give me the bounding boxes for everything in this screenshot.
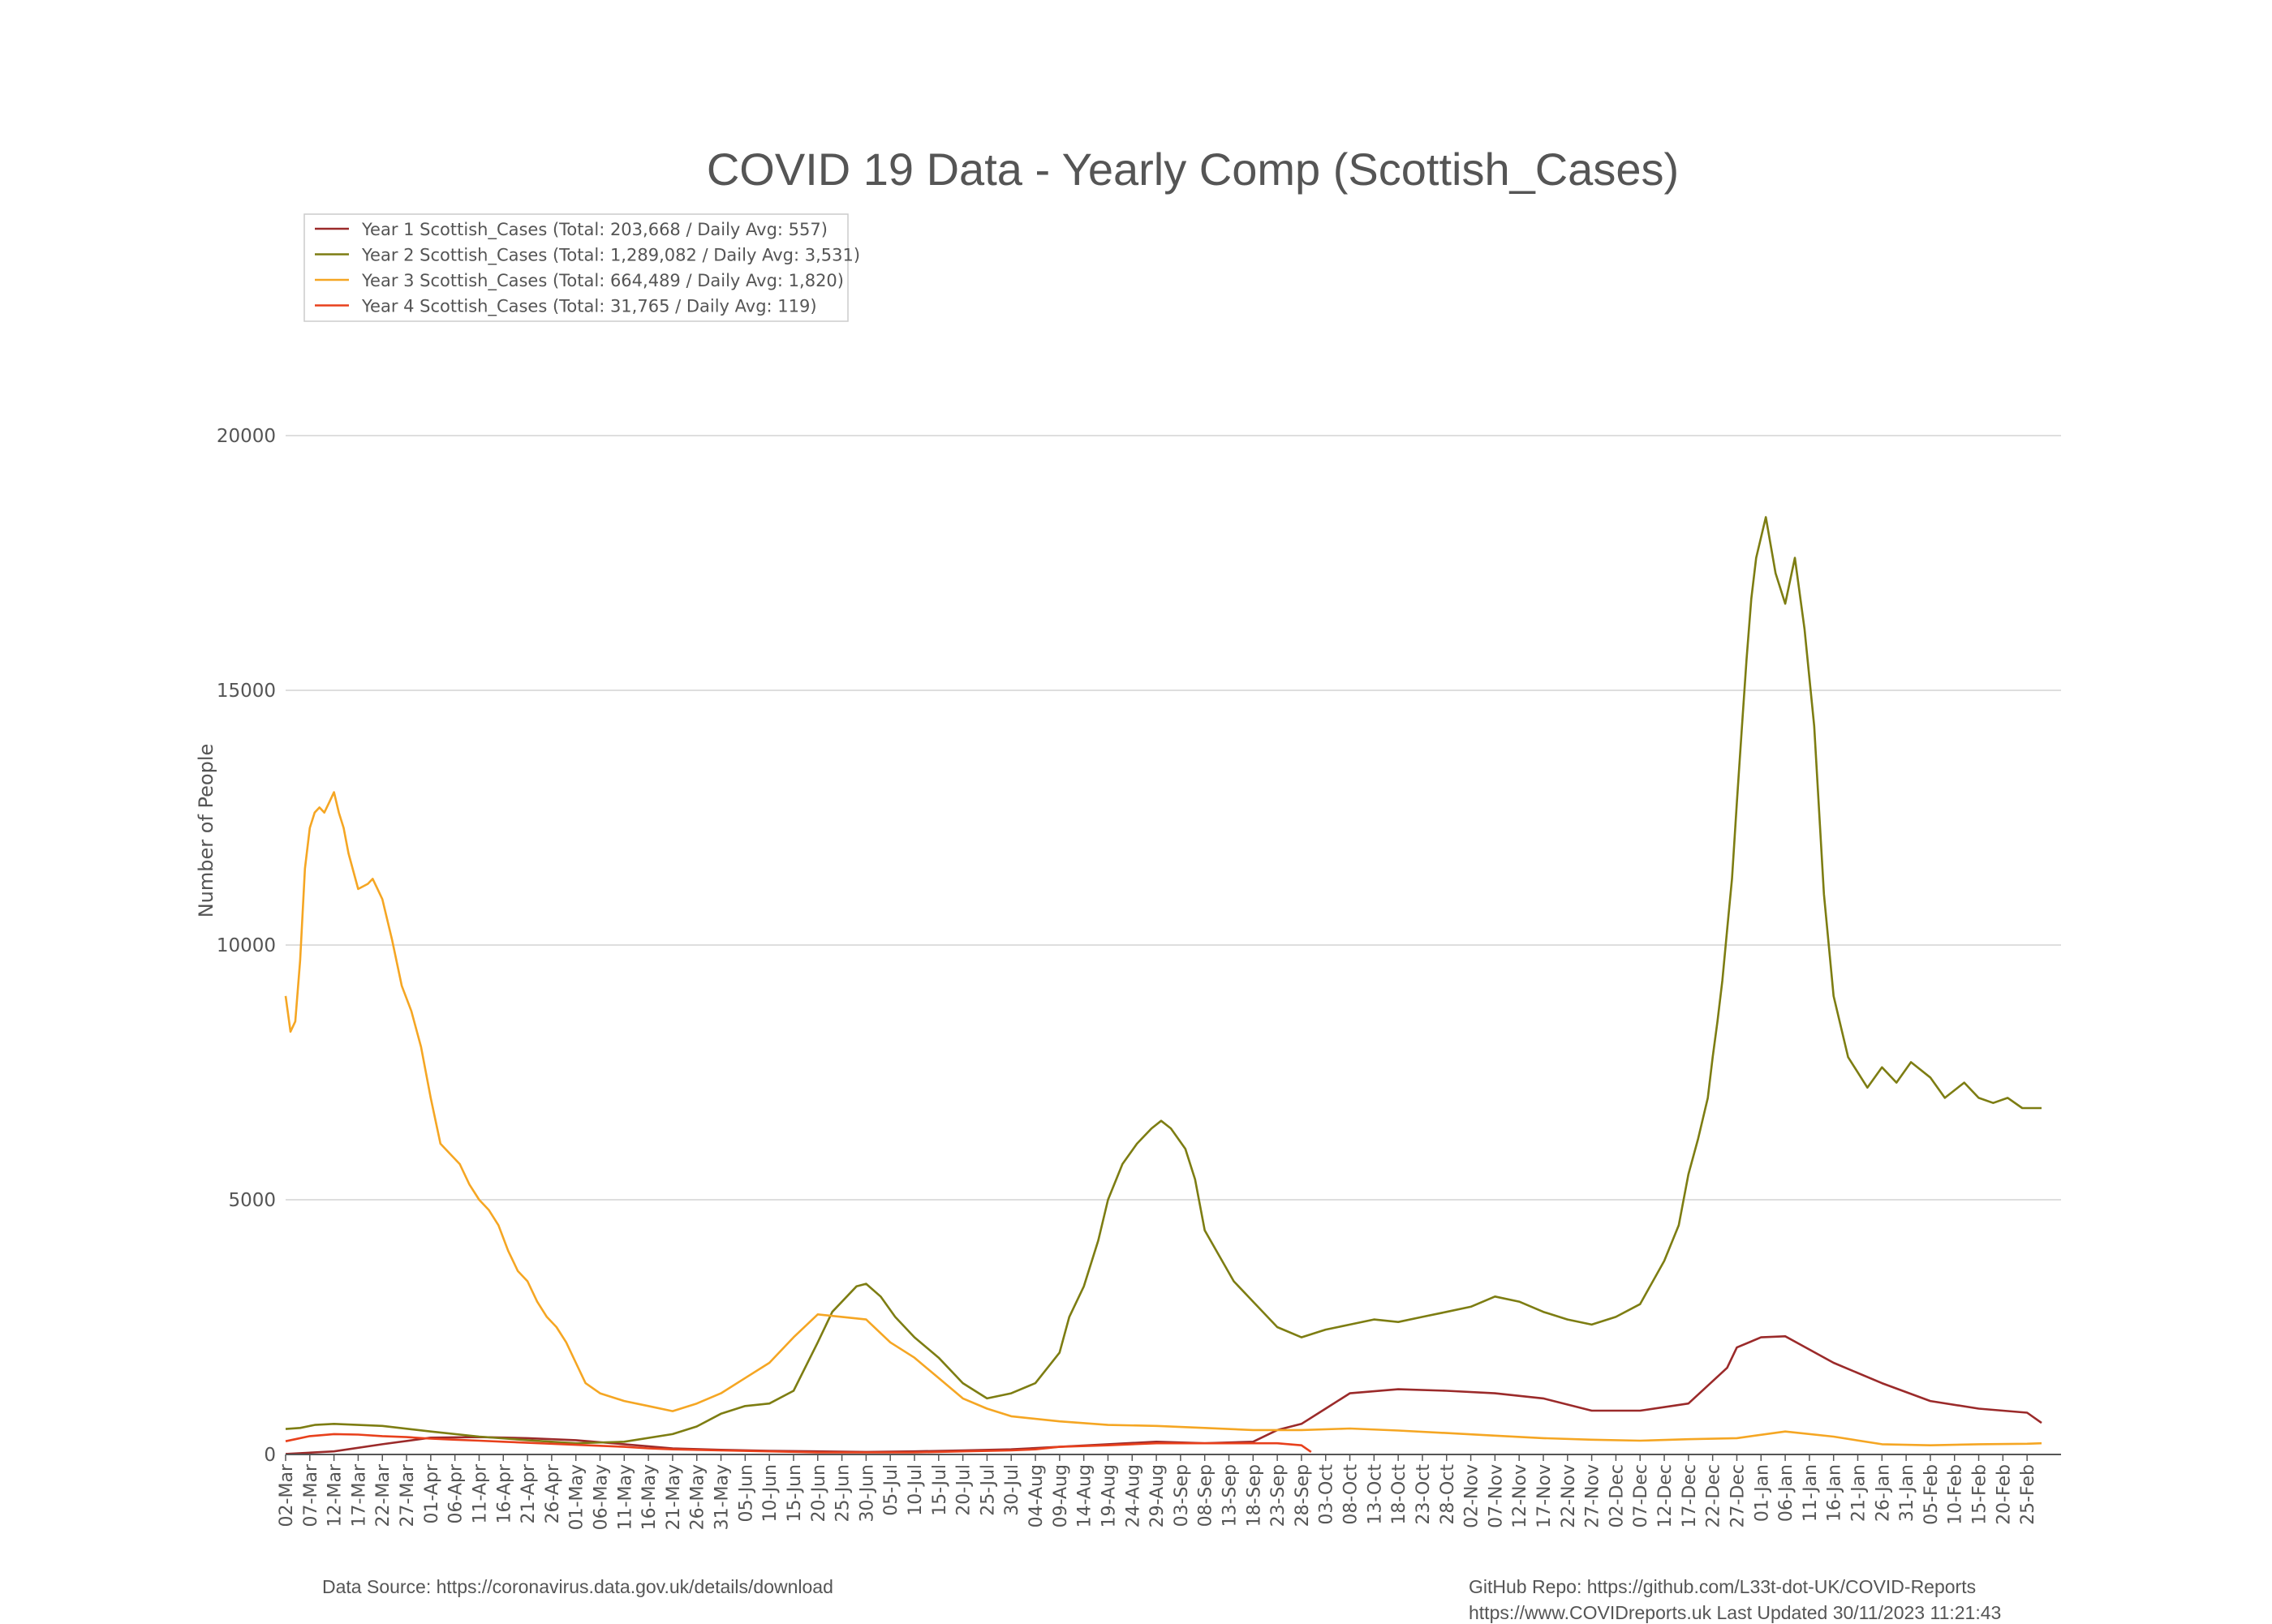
- x-tick-label: 27-Nov: [1583, 1464, 1603, 1528]
- x-tick-label: 23-Sep: [1268, 1464, 1289, 1527]
- x-tick-label: 05-Feb: [1921, 1464, 1942, 1525]
- x-tick-label: 06-Jan: [1776, 1464, 1797, 1522]
- y-tick-label: 5000: [228, 1190, 276, 1211]
- x-tick-label: 21-Jan: [1849, 1464, 1870, 1522]
- x-tick-label: 06-May: [592, 1464, 612, 1530]
- x-tick-label: 22-Mar: [373, 1463, 394, 1527]
- x-tick-label: 15-Feb: [1970, 1464, 1990, 1525]
- legend-entry: Year 3 Scottish_Cases (Total: 664,489 / …: [361, 271, 844, 291]
- legend-entry: Year 2 Scottish_Cases (Total: 1,289,082 …: [361, 246, 860, 266]
- x-tick-label: 17-Mar: [349, 1463, 369, 1527]
- x-tick-label: 12-Mar: [325, 1463, 346, 1527]
- x-tick-label: 25-Jul: [978, 1464, 998, 1516]
- x-tick-label: 05-Jun: [736, 1464, 756, 1523]
- x-tick-label: 14-Aug: [1075, 1464, 1095, 1527]
- x-tick-label: 03-Sep: [1172, 1464, 1192, 1527]
- y-tick-label: 20000: [217, 426, 276, 447]
- x-tick-label: 20-Feb: [1994, 1464, 2014, 1525]
- x-tick-label: 26-May: [688, 1464, 708, 1530]
- x-tick-label: 18-Oct: [1389, 1464, 1409, 1525]
- x-tick-label: 20-Jul: [954, 1464, 975, 1516]
- x-tick-label: 25-Feb: [2018, 1464, 2038, 1525]
- x-tick-label: 29-Aug: [1147, 1464, 1168, 1527]
- x-tick-label: 12-Dec: [1655, 1464, 1676, 1528]
- x-tick-label: 01-Jan: [1752, 1464, 1772, 1522]
- x-tick-label: 02-Dec: [1607, 1464, 1627, 1528]
- site-updated-note: https://www.COVIDreports.uk Last Updated…: [1469, 1602, 2002, 1623]
- legend-box: [303, 213, 849, 322]
- x-tick-label: 30-Jul: [1002, 1464, 1022, 1516]
- x-tick-label: 02-Nov: [1462, 1464, 1482, 1528]
- x-tick-label: 15-Jun: [785, 1464, 805, 1523]
- x-tick-label: 10-Jun: [760, 1464, 781, 1523]
- x-tick-label: 26-Apr: [543, 1463, 563, 1523]
- y-axis-label: Number of People: [195, 744, 217, 918]
- series-line-year-1: [285, 1335, 2042, 1455]
- x-tick-label: 15-Jul: [930, 1464, 950, 1516]
- x-tick-label: 07-Mar: [301, 1463, 321, 1527]
- series-line-year-3: [284, 791, 2042, 1446]
- x-tick-label: 10-Jul: [906, 1464, 926, 1516]
- x-tick-label: 10-Feb: [1946, 1464, 1966, 1525]
- x-tick-label: 26-Jan: [1873, 1464, 1893, 1522]
- x-tick-label: 01-Apr: [422, 1463, 442, 1523]
- x-tick-label: 27-Mar: [398, 1463, 418, 1527]
- x-tick-label: 11-May: [615, 1464, 635, 1530]
- x-tick-label: 07-Dec: [1631, 1464, 1651, 1528]
- y-tick-label: 0: [264, 1445, 276, 1466]
- series-line-year-2: [285, 516, 2042, 1445]
- github-repo-note: GitHub Repo: https://github.com/L33t-dot…: [1469, 1576, 1977, 1597]
- x-tick-label: 28-Sep: [1293, 1464, 1313, 1527]
- x-tick-label: 09-Aug: [1051, 1464, 1071, 1527]
- x-tick-label: 23-Oct: [1414, 1464, 1434, 1525]
- x-tick-label: 11-Apr: [471, 1463, 491, 1523]
- x-tick-label: 18-Sep: [1244, 1464, 1264, 1527]
- x-tick-label: 31-Jan: [1897, 1464, 1917, 1522]
- x-tick-label: 28-Oct: [1438, 1464, 1458, 1525]
- x-tick-label: 21-Apr: [519, 1463, 539, 1523]
- x-tick-label: 08-Sep: [1196, 1464, 1216, 1527]
- x-tick-label: 03-Oct: [1317, 1464, 1337, 1525]
- x-tick-label: 24-Aug: [1123, 1464, 1143, 1527]
- x-tick-label: 17-Dec: [1680, 1464, 1700, 1528]
- x-tick-label: 02-Mar: [277, 1463, 297, 1527]
- y-tick-label: 15000: [217, 681, 276, 702]
- y-tick-label: 10000: [217, 935, 276, 956]
- x-tick-label: 01-May: [567, 1464, 587, 1530]
- x-tick-label: 08-Oct: [1341, 1464, 1362, 1525]
- x-axis: 02-Mar 07-Mar 12-Mar 17-Mar 22-Mar 27-Mar 01-A…: [277, 1454, 2061, 1530]
- series-lines: [284, 516, 2042, 1455]
- x-tick-label: 22-Nov: [1559, 1464, 1579, 1528]
- x-tick-label: 22-Dec: [1704, 1464, 1724, 1528]
- x-tick-label: 16-Jan: [1825, 1464, 1845, 1522]
- x-tick-label: 31-May: [712, 1464, 733, 1530]
- x-tick-label: 30-Jun: [857, 1464, 877, 1523]
- legend-entry: Year 4 Scottish_Cases (Total: 31,765 / D…: [361, 297, 817, 317]
- series-line-year-4: [285, 1433, 1312, 1454]
- x-tick-label: 16-May: [639, 1464, 660, 1530]
- x-tick-label: 19-Aug: [1099, 1464, 1120, 1527]
- x-tick-label: 12-Nov: [1510, 1464, 1530, 1528]
- x-tick-label: 13-Oct: [1365, 1464, 1385, 1525]
- gridlines: [286, 435, 2061, 1201]
- x-tick-label: 11-Jan: [1801, 1464, 1821, 1522]
- chart-title: COVID 19 Data - Yearly Comp (Scottish_Ca…: [707, 144, 1679, 195]
- x-tick-label: 25-Jun: [833, 1464, 854, 1523]
- legend-entry: Year 1 Scottish_Cases (Total: 203,668 / …: [361, 220, 828, 240]
- x-tick-label: 13-Sep: [1220, 1464, 1241, 1527]
- x-tick-label: 17-Nov: [1534, 1464, 1555, 1528]
- y-axis-ticks: 0 5000 10000 15000 20000: [217, 426, 276, 1466]
- legend: Year 1 Scottish_Cases (Total: 203,668 / …: [303, 213, 860, 322]
- x-tick-label: 07-Nov: [1486, 1464, 1506, 1528]
- x-tick-label: 06-Apr: [446, 1463, 467, 1523]
- x-tick-label: 05-Jul: [881, 1464, 901, 1516]
- x-tick-label: 27-Dec: [1728, 1464, 1749, 1528]
- data-source-note: Data Source: https://coronavirus.data.go…: [322, 1576, 833, 1597]
- x-tick-label: 21-May: [664, 1464, 684, 1530]
- x-tick-label: 16-Apr: [494, 1463, 514, 1523]
- x-tick-label: 04-Aug: [1026, 1464, 1047, 1527]
- x-tick-label: 20-Jun: [809, 1464, 829, 1523]
